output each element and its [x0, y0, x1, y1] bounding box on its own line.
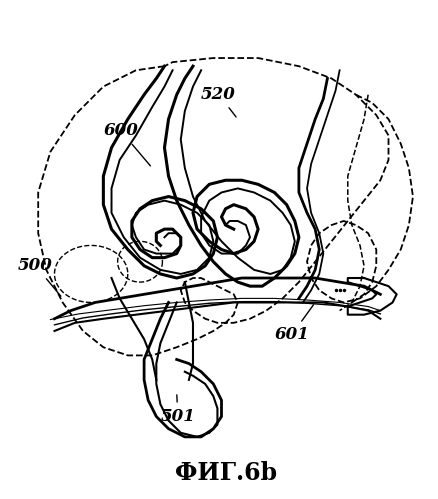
Text: 600: 600: [103, 122, 150, 166]
Text: 520: 520: [201, 86, 236, 117]
Text: ФИГ.6b: ФИГ.6b: [174, 461, 277, 486]
Text: 501: 501: [160, 395, 195, 425]
Text: 601: 601: [275, 305, 314, 343]
Text: 500: 500: [18, 257, 61, 296]
